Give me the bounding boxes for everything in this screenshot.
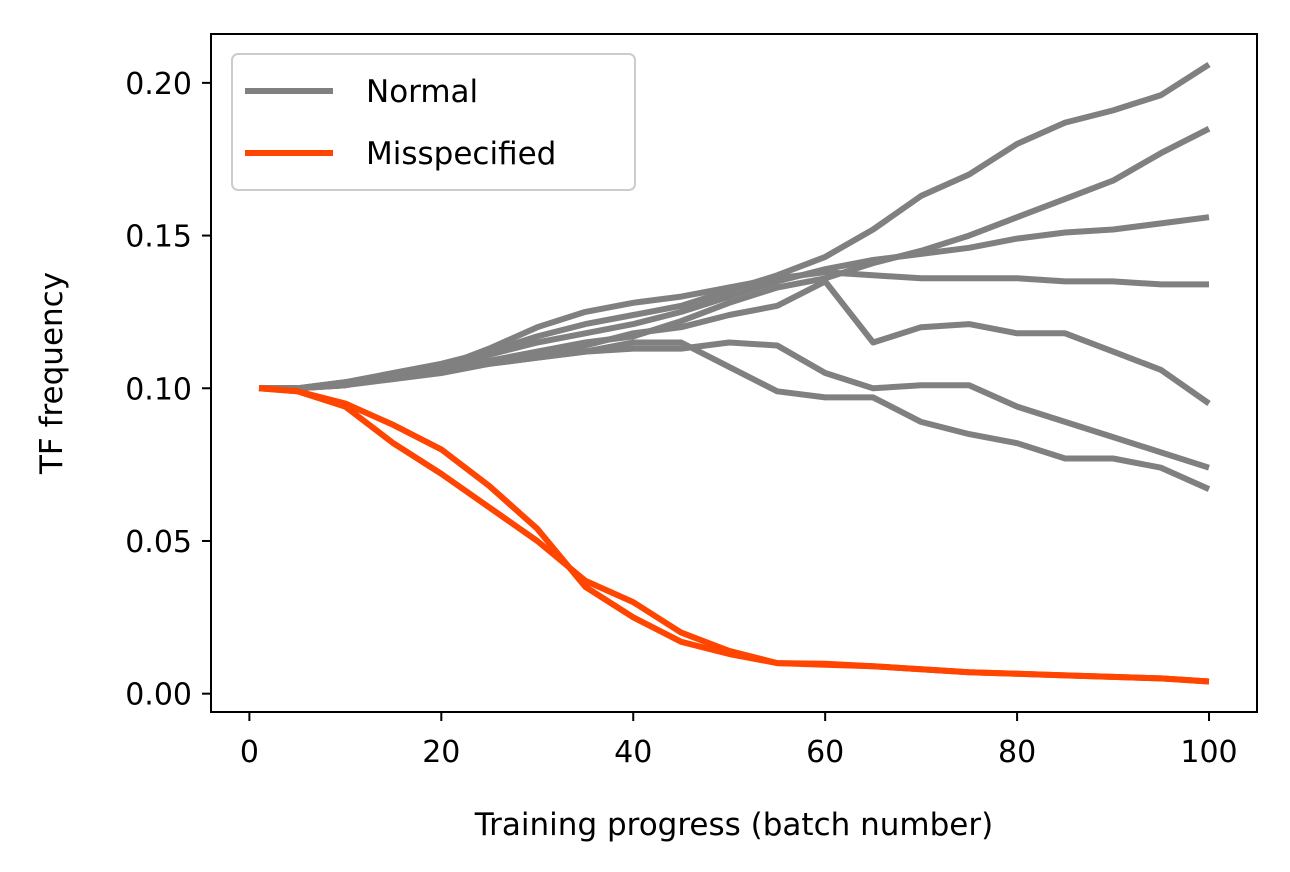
x-tick-label: 20	[422, 735, 460, 770]
series-line-normal-5	[259, 339, 1210, 471]
x-axis-label: Training progress (batch number)	[474, 807, 993, 843]
x-tick-label: 60	[806, 735, 844, 770]
x-axis: 0 20 40 60 80 100	[240, 712, 1238, 770]
series-line-normal-6	[259, 339, 1211, 492]
y-tick-label: 0.05	[125, 525, 192, 560]
x-tick-label: 40	[614, 735, 652, 770]
y-tick-label: 0.20	[125, 67, 192, 102]
y-axis: 0.00 0.05 0.10 0.15 0.20	[125, 67, 211, 713]
y-tick-label: 0.10	[125, 372, 192, 407]
legend: Normal Misspecified	[231, 53, 636, 191]
y-tick-label: 0.15	[125, 220, 192, 255]
x-tick-label: 80	[998, 735, 1036, 770]
series-line-misspecified-8	[258, 385, 1210, 685]
x-tick-label: 0	[240, 735, 259, 770]
legend-label-normal: Normal	[366, 74, 478, 110]
y-tick-label: 0.00	[125, 678, 192, 713]
x-tick-label: 100	[1180, 735, 1237, 770]
series-layer	[258, 61, 1211, 685]
legend-label-misspecified: Misspecified	[366, 136, 556, 172]
plot-frame	[210, 33, 1258, 713]
y-axis-label: TF frequency	[34, 272, 70, 475]
